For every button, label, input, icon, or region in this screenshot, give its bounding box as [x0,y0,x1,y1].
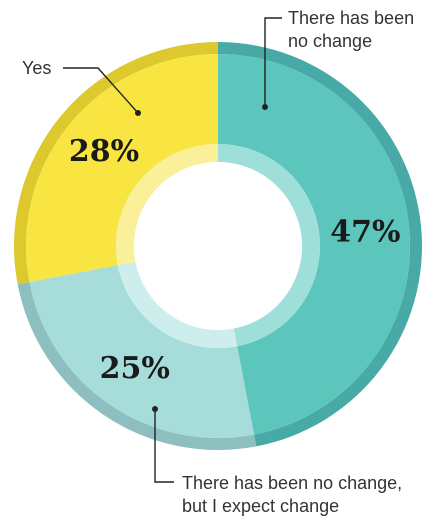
callout-label-expect-change-line1: There has been no change, [182,473,402,493]
callout-expect-change: There has been no change, but I expect c… [152,406,402,516]
slice-inner-ring-expect-change [117,261,238,348]
callout-label-no-change-line1: There has been [288,8,414,28]
slice-yes [25,54,218,282]
slice-no-change [218,54,411,435]
callout-label-expect-change-line2: but I expect change [182,496,339,516]
callout-label-no-change-line2: no change [288,31,372,51]
slice-inner-ring-no-change [218,144,321,347]
callout-no-change: There has been no change [262,8,414,110]
donut-inner-ring [116,144,321,348]
leader-dot-expect-change [152,406,158,412]
slice-rim-expect-change [17,281,257,450]
leader-line-yes [63,67,139,114]
leader-line-expect-change [154,409,174,483]
value-label-expect-change: 25% [100,351,170,386]
donut-slices [13,42,423,450]
callout-label-yes: Yes [22,58,51,78]
donut-hole [134,162,302,330]
leader-line-no-change [264,17,282,107]
leader-dot-no-change [262,104,268,110]
value-label-no-change: 47% [330,215,400,250]
value-label-yes: 28% [69,134,139,169]
slice-expect-change [29,265,254,438]
leader-dot-yes [135,110,141,116]
slice-inner-ring-yes [116,144,218,266]
callout-yes: Yes [22,58,141,116]
